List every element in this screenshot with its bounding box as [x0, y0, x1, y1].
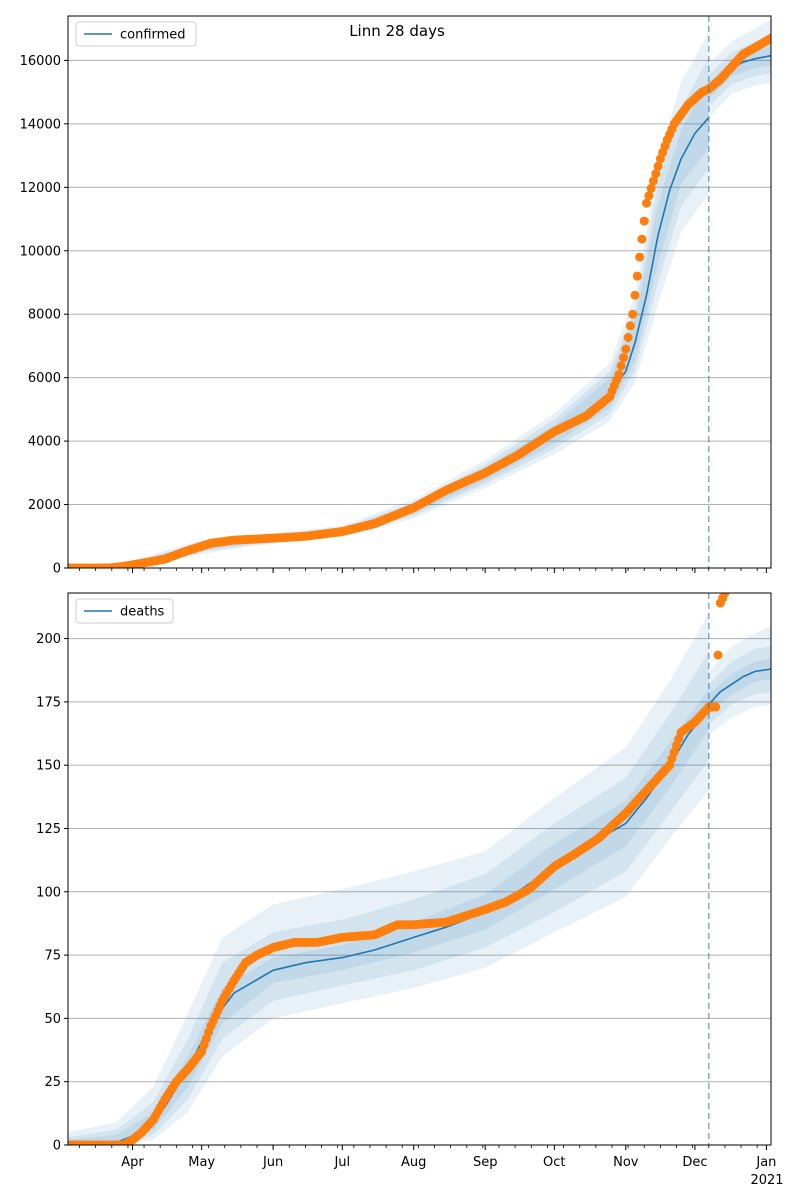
observed-point — [713, 650, 723, 660]
observed-point — [628, 309, 638, 319]
y-tick-label: 50 — [44, 1012, 61, 1027]
y-tick-label: 75 — [44, 949, 61, 964]
y-tick-label: 0 — [53, 1139, 61, 1154]
y-tick-label: 8000 — [28, 308, 61, 323]
legend-box — [75, 21, 197, 47]
figure-title: Linn 28 days — [349, 22, 445, 40]
y-tick-label: 175 — [36, 695, 61, 710]
x-year-label: 2021 — [750, 1173, 783, 1188]
legend-label: confirmed — [120, 28, 186, 43]
observed-point — [651, 169, 661, 179]
x-tick-label: May — [188, 1155, 215, 1170]
x-tick-label: Nov — [613, 1155, 639, 1170]
y-tick-label: 4000 — [28, 435, 61, 450]
legend-label: deaths — [120, 605, 165, 620]
x-tick-label: Oct — [543, 1155, 565, 1170]
observed-point — [635, 252, 645, 262]
observed-point — [642, 198, 651, 208]
uncertainty-band — [68, 31, 709, 568]
y-tick-label: 100 — [36, 885, 61, 900]
model-line — [68, 116, 710, 568]
forecast-uncertainty-band — [708, 658, 771, 715]
y-tick-label: 150 — [36, 759, 61, 774]
observed-point — [630, 290, 640, 300]
uncertainty-band — [68, 651, 709, 1145]
observed-point — [625, 321, 635, 331]
legend: deaths — [75, 598, 174, 624]
x-tick-label: Jan — [755, 1155, 776, 1170]
y-tick-label: 25 — [44, 1075, 61, 1090]
x-tick-label: Aug — [401, 1155, 426, 1170]
observed-point — [711, 702, 721, 712]
y-tick-label: 10000 — [20, 244, 61, 259]
forecast-uncertainty-band — [708, 36, 771, 107]
y-tick-label: 200 — [36, 632, 61, 647]
observed-point — [648, 176, 658, 186]
observed-point — [766, 33, 771, 43]
axes-frame — [67, 592, 772, 1146]
axes-frame — [67, 15, 772, 569]
observed-point — [653, 161, 663, 171]
x-tick-label: Sep — [473, 1155, 498, 1170]
y-tick-label: 12000 — [20, 181, 61, 196]
observed-point — [614, 370, 624, 379]
observed-point — [637, 234, 647, 244]
y-tick-label: 2000 — [28, 498, 61, 513]
uncertainty-band — [68, 79, 709, 568]
observed-point — [720, 593, 730, 598]
forecast-uncertainty-band — [708, 646, 771, 725]
x-tick-label: Jul — [333, 1155, 350, 1170]
observed-point — [621, 344, 631, 354]
forecast-line — [708, 668, 771, 705]
forecast-uncertainty-band — [708, 19, 771, 118]
y-tick-label: 14000 — [20, 117, 61, 132]
observed-point — [619, 353, 628, 363]
observed-point — [616, 361, 626, 371]
y-tick-label: 125 — [36, 822, 61, 837]
x-tick-label: Apr — [121, 1155, 144, 1170]
x-tick-label: Dec — [682, 1155, 707, 1170]
legend: confirmed — [75, 21, 197, 47]
uncertainty-band — [68, 57, 709, 568]
legend-box — [75, 598, 174, 624]
observed-point — [644, 191, 654, 201]
deaths-panel: 0 25 50 75 100 125 150 175 200 deaths — [36, 592, 772, 1154]
observed-point — [646, 183, 656, 193]
observed-point — [623, 333, 633, 342]
uncertainty-band — [68, 613, 709, 1145]
x-tick-label: Jun — [262, 1155, 283, 1170]
y-tick-label: 6000 — [28, 371, 61, 386]
observed-point — [632, 271, 642, 281]
y-tick-label: 0 — [53, 562, 61, 577]
x-axis-labels: Apr May Jun Jul Aug Sep Oct Nov Dec Jan — [121, 1155, 776, 1170]
observed-point — [639, 216, 649, 226]
forecast-uncertainty-band — [708, 625, 771, 735]
confirmed-panel: 0 2000 4000 6000 8000 10000 12000 14000 16000 con… — [20, 15, 772, 577]
y-tick-label: 16000 — [20, 54, 61, 69]
